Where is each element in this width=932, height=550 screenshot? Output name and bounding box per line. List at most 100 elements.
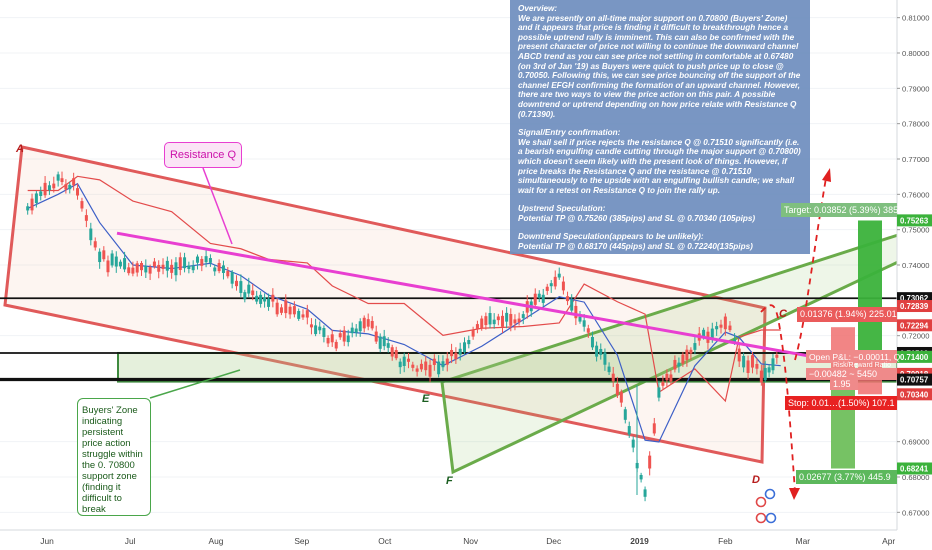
- price-tag-bg: [897, 388, 932, 401]
- candle-body: [378, 336, 382, 349]
- candle-body: [611, 373, 615, 382]
- downtrend-arrowhead: [789, 488, 800, 500]
- price-tag-bg: [897, 319, 932, 332]
- time-tick-label: 2019: [630, 536, 649, 546]
- candle-body: [39, 191, 43, 196]
- resistance-q-pointer: [202, 167, 233, 245]
- candle-body: [221, 265, 225, 273]
- candle-body: [570, 299, 574, 311]
- candle-body: [152, 261, 156, 267]
- candle-body: [450, 349, 454, 357]
- moving-average-slow: [27, 175, 781, 403]
- price-tag-label: 0.75263: [900, 216, 929, 225]
- time-tick-label: Oct: [378, 536, 392, 546]
- candle-body: [322, 327, 326, 337]
- candle-body: [462, 342, 466, 353]
- candle-body: [43, 182, 47, 196]
- candle-body: [763, 367, 767, 381]
- candle-body: [458, 348, 462, 355]
- candle-body: [665, 373, 669, 381]
- candle-body: [362, 317, 366, 329]
- candle-body: [750, 355, 754, 368]
- price-tick-label: 0.78000: [902, 120, 929, 129]
- candle-body: [590, 336, 594, 348]
- candle-body: [170, 264, 174, 273]
- candle-body: [710, 328, 714, 340]
- candle-body: [428, 364, 432, 377]
- candle-body: [183, 257, 187, 269]
- time-tick-label: Feb: [718, 536, 733, 546]
- candle-body: [195, 256, 199, 263]
- price-tag-label: 0.72839: [900, 302, 929, 311]
- time-tick-label: Apr: [882, 536, 895, 546]
- candle-body: [419, 363, 423, 370]
- candle-body: [98, 251, 102, 263]
- candle-body: [382, 336, 386, 347]
- candle-body: [110, 253, 114, 266]
- candle-body: [64, 184, 68, 190]
- candle-body: [226, 271, 230, 277]
- time-tick-label: Mar: [796, 536, 811, 546]
- candle-body: [72, 178, 76, 186]
- price-tick-label: 0.67000: [902, 508, 929, 517]
- point-label-C: C: [779, 308, 788, 320]
- uptrend-arrowhead: [822, 168, 831, 182]
- profit-mid-label: 0.01376 (1.94%) 225.01: [797, 307, 897, 322]
- candle-body: [284, 300, 288, 314]
- price-tag-bg: [897, 462, 932, 475]
- candle-body: [728, 325, 732, 331]
- downtrend-paragraph: Downtrend Speculation(appears to be unli…: [518, 232, 753, 252]
- candle-body: [346, 335, 350, 343]
- candle-body: [500, 315, 504, 327]
- candle-body: [755, 363, 759, 369]
- candle-body: [350, 327, 354, 334]
- candle-body: [541, 294, 545, 303]
- candle-body: [767, 367, 771, 373]
- analysis-textbox: Overview: We are presently on all-time m…: [510, 0, 810, 254]
- candle-body: [415, 368, 419, 372]
- candle-body: [271, 294, 275, 302]
- candle-body: [247, 284, 251, 294]
- candle-body: [746, 360, 750, 373]
- candle-body: [135, 263, 139, 273]
- candle-body: [161, 264, 165, 269]
- price-tick-label: 0.74000: [902, 261, 929, 270]
- candle-body: [235, 280, 239, 287]
- candle-body: [553, 276, 557, 287]
- candle-body: [386, 343, 390, 348]
- candle-body: [661, 381, 665, 386]
- candle-body: [394, 349, 398, 359]
- price-tick-label: 0.81000: [902, 14, 929, 23]
- candle-body: [326, 337, 330, 344]
- candle-body: [342, 330, 346, 342]
- candle-body: [279, 307, 283, 313]
- candle-body: [771, 358, 775, 371]
- resistance-q-label: Resistance Q: [164, 142, 242, 168]
- candle-body: [492, 319, 496, 325]
- candle-body: [84, 215, 88, 221]
- candle-body: [30, 198, 34, 211]
- candle-body: [488, 313, 492, 325]
- downtrend-target-label: 0.02677 (3.77%) 445.9: [796, 470, 897, 484]
- candle-body: [334, 341, 338, 349]
- candle-body: [586, 328, 590, 333]
- candle-body: [454, 352, 458, 360]
- price-tick-label: 0.75000: [902, 226, 929, 235]
- price-tag-bg: [897, 214, 932, 227]
- candle-body: [263, 297, 267, 302]
- candle-body: [480, 318, 484, 329]
- candle-body: [578, 316, 582, 322]
- candle-body: [123, 258, 127, 270]
- event-flag-icon: [764, 488, 776, 500]
- open-pnl-label: Open P&L: −0.00011, Q: [806, 350, 900, 363]
- candle-body: [549, 283, 553, 287]
- candle-body: [719, 324, 723, 328]
- candle-body: [484, 316, 488, 326]
- price-tag-bg: [897, 350, 932, 363]
- candle-body: [374, 331, 378, 342]
- uptrend-paragraph: Upstrend Speculation: Potential TP @ 0.7…: [518, 204, 756, 223]
- price-tick-label: 0.79000: [902, 84, 929, 93]
- candle-body: [521, 314, 525, 319]
